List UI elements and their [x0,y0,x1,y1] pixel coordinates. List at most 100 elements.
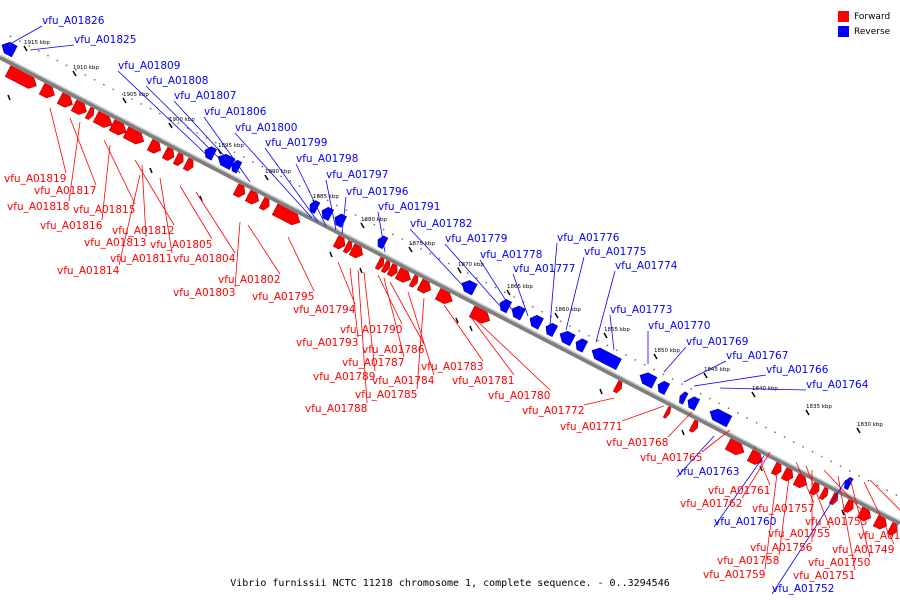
gene-leader-line [247,224,281,275]
scale-tick [408,246,413,253]
gene-arrow [146,138,161,154]
scale-tick-label: 1910 kbp [73,65,99,71]
gene-leader-line [823,469,868,517]
gene-label: vfu_A01803 [173,287,235,299]
gene-leader-line [764,465,779,570]
gene-label: vfu_A01825 [74,34,136,46]
gene-leader-line [701,429,731,453]
gene-arrow [309,200,321,214]
gene-label: vfu_A01753 [805,516,867,528]
legend-reverse: Reverse [838,24,890,39]
gene-leader-line [159,177,173,254]
gene-label: vfu_A01766 [766,364,829,376]
gene-label: vfu_A01750 [808,557,870,569]
gene-label: vfu_A01802 [218,274,280,286]
gene-leader-line [693,374,767,387]
gene-arrow [394,267,411,283]
gene-leader-line [349,267,359,338]
gene-label: vfu_A01773 [610,304,672,316]
scale-tick [759,465,763,472]
gene-label: vfu_A01756 [750,542,813,554]
gene-leader-line [141,164,147,238]
gene-leader-line [676,435,715,478]
gene-label: vfu_A01779 [445,233,507,245]
gene-label: vfu_A01818 [7,201,69,213]
gene-leader-line [325,179,337,231]
gene-arrow [559,330,576,347]
scale-tick [168,122,173,129]
gene-arrow [792,473,807,489]
gene-leader-line [609,314,615,351]
scale-tick [359,267,363,274]
gene-leader-line [179,185,213,240]
gene-arrow [231,159,243,174]
gene-arrow [688,419,699,433]
gene-label: vfu_A01751 [793,570,855,582]
gene-leader-line [416,297,425,390]
gene-arrow [271,203,301,226]
gene-leader-line [203,116,251,183]
gene-leader-line [863,481,895,545]
gene-leader-line [69,117,97,186]
gene-label: vfu_A01781 [452,375,514,387]
gene-label: vfu_A01793 [296,337,358,349]
gene-leader-line [621,405,665,422]
gene-leader-line [795,461,815,504]
gene-arrow [818,486,829,500]
gene-arrow [108,119,127,136]
forward-swatch-icon [838,11,849,22]
gene-arrow [374,256,385,271]
scale-tick [841,509,845,516]
gene-leader-line [295,163,327,227]
gene-label: vfu_A01764 [806,379,869,391]
gene-leader-line [29,44,75,51]
gene-arrow [468,305,491,324]
gene-label: vfu_A01782 [410,218,472,230]
gene-leader-line [9,25,43,45]
gene-label: vfu_A01795 [252,291,314,303]
gene-label: vfu_A01761 [708,485,770,497]
gene-arrow [56,92,73,108]
gene-arrow [687,396,701,411]
gene-leader-line [444,243,501,307]
gene-label: vfu_A01794 [293,304,356,316]
gene-leader-line [145,85,227,166]
legend-forward: Forward [838,9,890,24]
gene-arrow [529,314,544,330]
gene-arrow [38,83,55,99]
gene-label: vfu_A01783 [421,361,483,373]
gene-label: vfu_A01771 [560,421,622,433]
gene-arrow [321,206,335,222]
gene-arrow [92,110,113,128]
gene-arrow [386,263,398,277]
gene-label: vfu_A01826 [42,15,105,27]
gene-label: vfu_A01748 [858,530,900,542]
scale-tick [603,332,608,339]
gene-arrow [332,235,346,250]
gene-label: vfu_A01749 [832,544,894,556]
gene-label: vfu_A01768 [606,437,668,449]
gene-label: vfu_A01769 [686,336,748,348]
scale-tick-label: 1845 kbp [704,367,730,373]
gene-leader-line [68,121,81,202]
scale-tick-label: 1865 kbp [507,284,533,290]
gene-leader-line [234,221,241,288]
gene-label: vfu_A01780 [488,390,550,402]
gene-arrow [461,280,478,296]
gene-label: vfu_A01767 [726,350,788,362]
gene-label: vfu_A01812 [112,225,174,237]
scale-tick [23,45,28,52]
scale-tick-label: 1870 kbp [458,262,484,268]
gene-label: vfu_A01806 [204,106,267,118]
scale-tick-label: 1905 kbp [123,92,149,98]
gene-label: vfu_A01813 [84,237,146,249]
gene-label: vfu_A01811 [110,253,172,265]
legend: Forward Reverse [838,9,890,39]
gene-label: vfu_A01774 [615,260,678,272]
gene-label: vfu_A01762 [680,498,742,510]
gene-label: vfu_A01784 [372,375,435,387]
scale-tick [469,325,473,332]
gene-label: vfu_A01772 [522,405,584,417]
gene-arrow [591,347,622,371]
